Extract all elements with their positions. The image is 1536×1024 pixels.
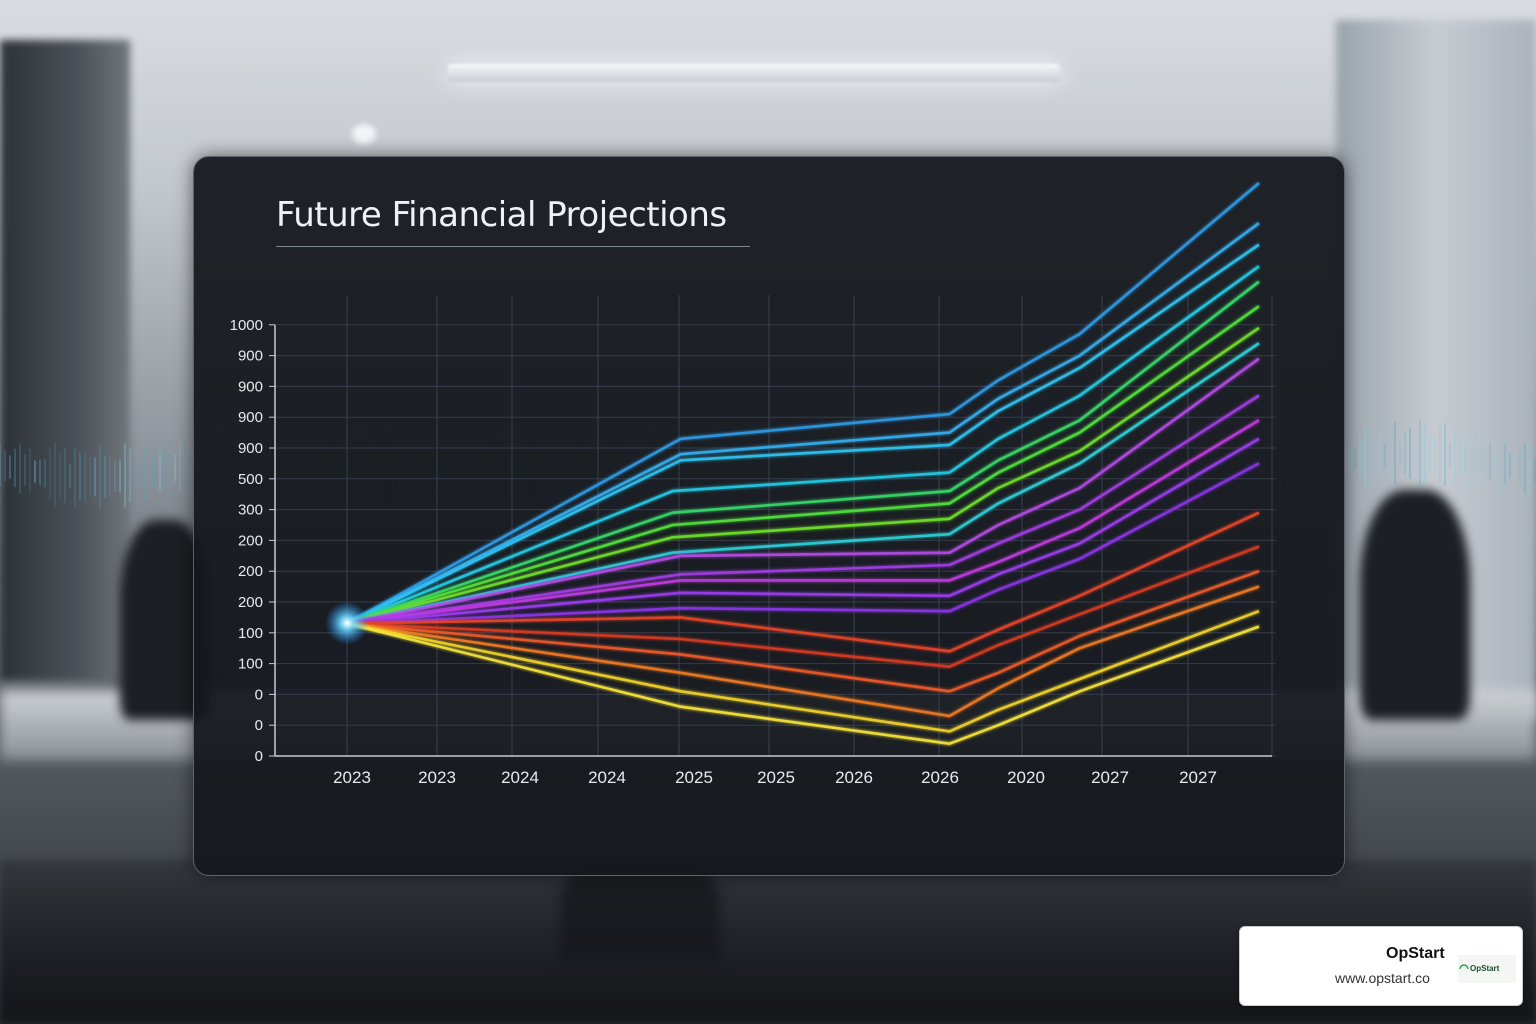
logo-text: OpStart [1470, 964, 1500, 973]
y-tick-label: 0 [255, 748, 263, 765]
series-line-6 [346, 305, 1260, 625]
y-tick-label: 0 [255, 717, 263, 734]
y-axis-ticks: 0 0 0 100 100 200 200 200 300 500 900 900 900 900 1000 [230, 317, 275, 765]
y-tick-label: 200 [238, 563, 263, 580]
y-tick-label: 500 [238, 471, 263, 488]
series-lines [346, 182, 1260, 745]
x-tick-label: 2025 [675, 768, 713, 787]
x-tick-label: 2023 [418, 768, 456, 787]
y-tick-label: 100 [238, 625, 263, 642]
y-tick-label: 900 [238, 378, 263, 395]
opstart-logo: OpStart [1458, 955, 1516, 983]
left-window [0, 40, 130, 680]
y-tick-label: 900 [238, 440, 263, 457]
y-tick-label: 200 [238, 532, 263, 549]
series-line-4 [346, 265, 1260, 625]
series-line-7 [346, 326, 1260, 625]
x-tick-label: 2026 [835, 768, 873, 787]
series-line-17 [346, 585, 1260, 718]
line-chart: 0 0 0 100 100 200 200 200 300 500 900 900 900 900 1000… [230, 182, 1276, 787]
series-line-5 [346, 280, 1260, 625]
chart-title: Future Financial Projections [276, 195, 727, 235]
y-tick-label: 0 [255, 686, 263, 703]
x-tick-label: 2027 [1179, 768, 1217, 787]
brand-url[interactable]: www.opstart.co [1335, 970, 1430, 986]
person-right [1360, 490, 1470, 720]
brand-name: OpStart [1386, 945, 1445, 962]
series-line-18 [346, 609, 1260, 733]
y-tick-label: 300 [238, 502, 263, 519]
ceiling-spotlight [352, 124, 376, 144]
x-tick-label: 2025 [757, 768, 795, 787]
series-line-12 [346, 437, 1260, 625]
x-tick-label: 2024 [588, 768, 626, 787]
series-line-14 [346, 511, 1260, 653]
x-tick-label: 2023 [333, 768, 371, 787]
series-line-19 [346, 622, 1260, 745]
x-tick-label: 2020 [1007, 768, 1045, 787]
series-line-3 [346, 243, 1260, 625]
series-line-13 [346, 462, 1260, 625]
series-line-11 [346, 419, 1260, 625]
x-axis-ticks: 2023 2023 2024 2024 2025 2025 2026 2026 2020 2027… [333, 768, 1217, 787]
brand-card[interactable]: OpStart www.opstart.co OpStart [1239, 926, 1523, 1006]
x-tick-label: 2026 [921, 768, 959, 787]
y-tick-label: 900 [238, 348, 263, 365]
y-tick-label: 1000 [230, 317, 263, 334]
series-line-1 [346, 182, 1260, 625]
x-tick-label: 2027 [1091, 768, 1129, 787]
title-underline [276, 246, 750, 247]
x-tick-label: 2024 [501, 768, 539, 787]
series-line-15 [346, 545, 1260, 668]
origin-glow-point [325, 601, 369, 645]
chart-panel: Future Financial Projections 0 0 0 100 100 20… [193, 156, 1345, 876]
series-line-8 [346, 342, 1260, 625]
series-line-10 [346, 394, 1260, 625]
series-line-9 [346, 357, 1260, 625]
y-tick-label: 900 [238, 409, 263, 426]
series-line-16 [346, 569, 1260, 693]
y-tick-label: 200 [238, 594, 263, 611]
ceiling-light [448, 64, 1060, 82]
series-line-2 [346, 222, 1260, 625]
y-tick-label: 100 [238, 656, 263, 673]
